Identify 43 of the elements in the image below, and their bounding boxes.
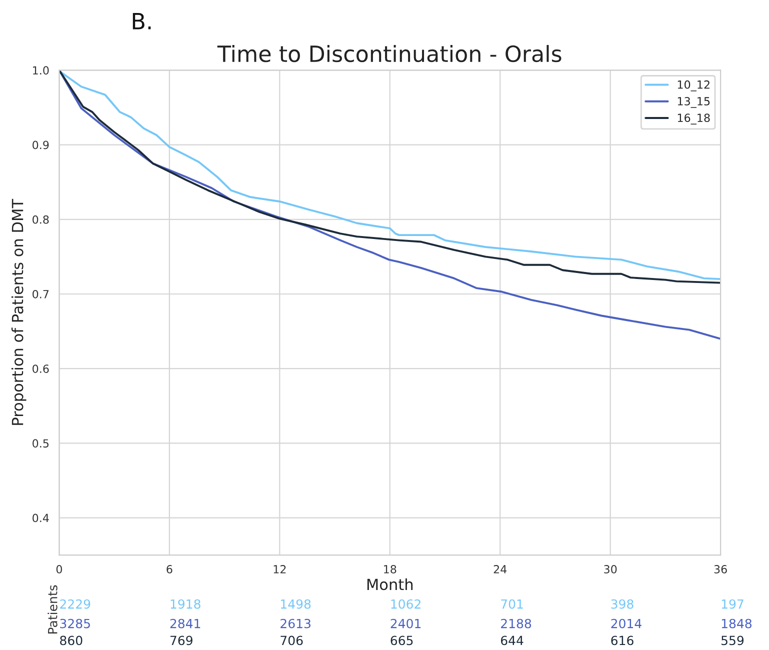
text: 2014	[611, 618, 642, 628]
y-tick-label: 0.4	[32, 514, 49, 522]
y-tick-label: 0.8	[32, 215, 49, 224]
x-tick-label: 6	[166, 565, 172, 574]
text: 559	[722, 636, 744, 646]
text: 2613	[280, 618, 310, 628]
text: 1918	[170, 599, 200, 609]
text: 3285	[60, 618, 90, 628]
x-tick-label: 18	[384, 565, 396, 574]
text: 1848	[722, 618, 752, 628]
text: 1062	[391, 599, 420, 609]
y-tick-label: 0.6	[32, 364, 49, 373]
legend-label: 10_12	[678, 80, 710, 92]
text: 2188	[501, 618, 532, 628]
text: 2401	[390, 618, 421, 628]
y-tick-label: 0.5	[32, 439, 49, 448]
y-axis-title: Proportion of Patients on DMT	[11, 198, 26, 425]
text: B.	[132, 13, 151, 30]
x-axis-title: Month	[367, 578, 413, 590]
legend-label: 13_15	[678, 97, 710, 108]
x-tick-label: 30	[604, 565, 617, 574]
x-tick-label: 24	[494, 565, 507, 574]
text: 2841	[170, 618, 200, 628]
y-tick-label: 0.9	[32, 140, 49, 150]
text: 1498	[281, 599, 311, 609]
text: 769	[170, 636, 192, 646]
x-tick-label: 0	[56, 565, 62, 574]
legend-label: 16_18	[678, 114, 710, 124]
x-tick-label: 12	[274, 565, 286, 574]
text: 644	[500, 636, 524, 646]
text: 398	[611, 599, 634, 609]
text: 616	[611, 636, 634, 646]
text: 706	[280, 636, 303, 646]
y-tick-label: 1.0	[33, 66, 49, 75]
x-tick-label: 36	[714, 565, 727, 574]
text: 860	[60, 636, 82, 646]
text: 701	[501, 599, 523, 609]
text: 2229	[60, 599, 90, 609]
text: Patients	[48, 585, 58, 634]
y-tick-label: 0.7	[32, 290, 49, 298]
text: 665	[390, 636, 413, 646]
chart-title: Time to Discontinuation - Orals	[217, 44, 562, 62]
text: 197	[722, 599, 744, 609]
